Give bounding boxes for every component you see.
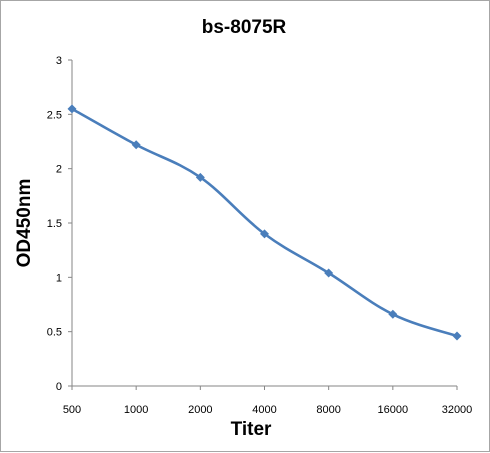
data-point-marker <box>388 309 398 319</box>
data-point-marker <box>452 331 462 341</box>
y-tick-label: 1.5 <box>47 218 62 230</box>
y-tick-label: 1 <box>56 272 62 284</box>
y-tick-label: 3 <box>56 55 62 67</box>
x-tick-label: 16000 <box>378 404 409 416</box>
data-point-marker <box>260 229 269 239</box>
x-tick-label: 1000 <box>124 404 148 416</box>
chart-title: bs-8075R <box>202 17 287 38</box>
y-tick-label: 0 <box>56 381 62 393</box>
data-point-marker <box>131 140 141 150</box>
x-tick-label: 4000 <box>252 404 276 416</box>
x-tick-label: 2000 <box>188 404 212 416</box>
series-line <box>71 107 458 338</box>
y-tick-label: 2.5 <box>47 109 62 121</box>
y-tick-label: 2 <box>56 164 62 176</box>
y-axis-title: OD450nm <box>14 179 35 268</box>
y-tick-label: 0.5 <box>47 327 62 339</box>
x-axis-title: Titer <box>231 419 272 440</box>
x-tick-label: 32000 <box>442 404 473 416</box>
data-point-marker <box>324 268 334 278</box>
x-tick-label: 8000 <box>316 404 340 416</box>
x-tick-label: 500 <box>63 404 81 416</box>
data-point-marker <box>67 104 77 114</box>
data-point-marker <box>195 172 205 182</box>
